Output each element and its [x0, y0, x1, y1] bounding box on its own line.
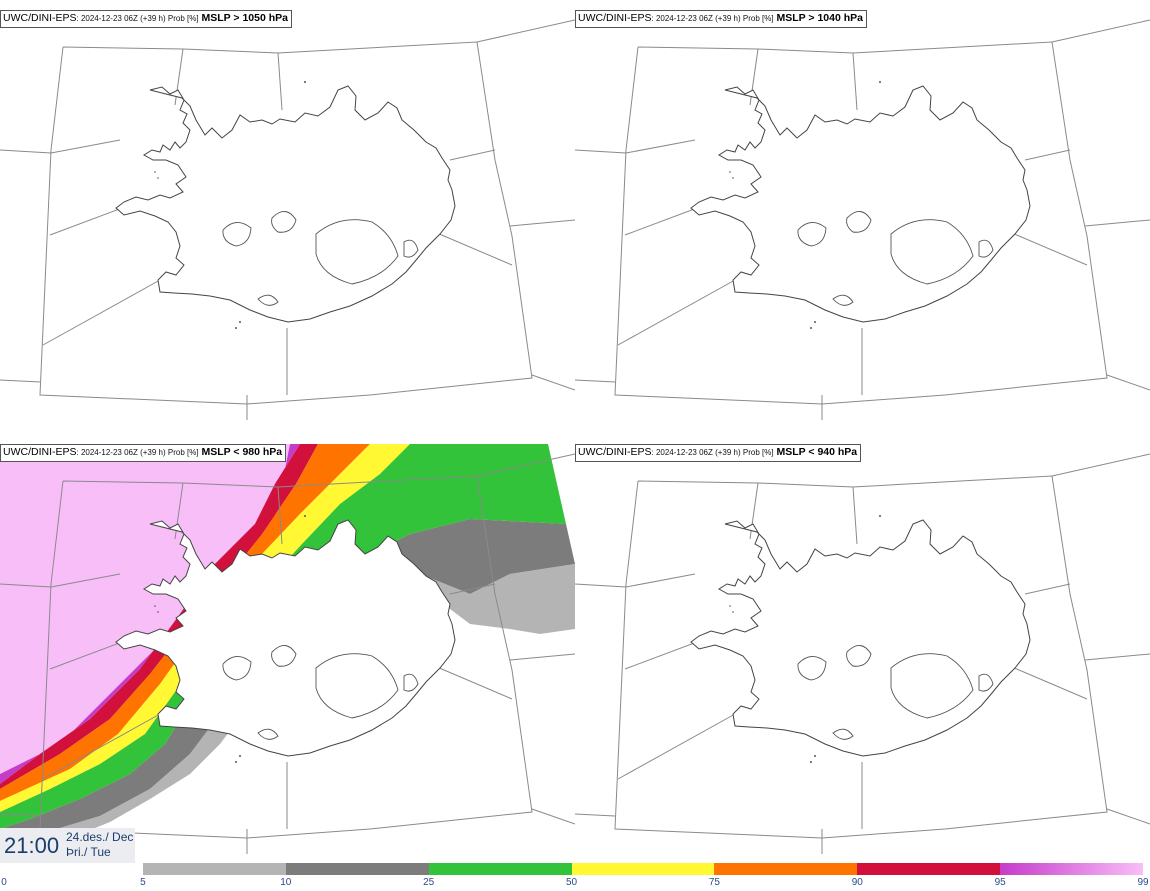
valid-time-box: 21:00 24.des./ Dec Þri./ Tue: [0, 828, 135, 863]
date-line-1: 24.des./ Dec: [66, 830, 134, 844]
date-line-2: Þri./ Tue: [66, 845, 111, 859]
iceland-map: [0, 444, 575, 855]
colorbar-tick-label: 10: [280, 877, 292, 888]
panel-title: UWC/DINI-EPS: 2024-12-23 06Z (+39 h) Pro…: [575, 10, 867, 28]
valid-time-date: 24.des./ Dec Þri./ Tue: [66, 830, 133, 860]
colorbar-segment: [571, 863, 715, 875]
iceland-map: [575, 19, 1150, 421]
panel-title: UWC/DINI-EPS: 2024-12-23 06Z (+39 h) Pro…: [0, 10, 292, 28]
colorbar-segment: [428, 863, 572, 875]
map-panel-mslp-lt-940: UWC/DINI-EPS: 2024-12-23 06Z (+39 h) Pro…: [575, 444, 1150, 876]
iceland-map: [575, 453, 1150, 855]
iceland-map: [0, 19, 575, 421]
colorbar-tick-label: 90: [851, 877, 863, 888]
colorbar-segment: [142, 863, 286, 875]
band-95-99: [0, 444, 290, 774]
probability-colorbar: 0 5 10 25 50 75 90 95 99: [0, 863, 1150, 891]
band-75-90: [0, 444, 318, 789]
valid-time-clock: 21:00: [4, 833, 60, 858]
colorbar-tick-label: 95: [994, 877, 1006, 888]
colorbar-tick-label: 50: [565, 877, 578, 888]
map-panel-mslp-lt-980: UWC/DINI-EPS: 2024-12-23 06Z (+39 h) Pro…: [0, 444, 575, 876]
band-50-75: [0, 444, 370, 801]
band-0-5: [0, 564, 575, 850]
colorbar-segment: [285, 863, 429, 875]
band-10-25: [0, 444, 566, 829]
panel-title: UWC/DINI-EPS: 2024-12-23 06Z (+39 h) Pro…: [575, 444, 862, 462]
colorbar-tick-label: 25: [423, 877, 435, 888]
band-5-10: [0, 519, 575, 840]
colorbar-tick-label: 75: [708, 877, 720, 888]
colorbar-tick-label: 99: [1137, 877, 1149, 888]
colorbar-tick-label: 5: [140, 877, 146, 888]
map-panel-mslp-gt-1040: UWC/DINI-EPS: 2024-12-23 06Z (+39 h) Pro…: [575, 10, 1150, 442]
colorbar-segment: [1000, 863, 1143, 875]
colorbar-tick-label: 0: [1, 877, 7, 888]
colorbar-segment: [857, 863, 1001, 875]
colorbar-segment: [714, 863, 858, 875]
panel-title: UWC/DINI-EPS: 2024-12-23 06Z (+39 h) Pro…: [0, 444, 287, 462]
map-panel-mslp-gt-1050: UWC/DINI-EPS: 2024-12-23 06Z (+39 h) Pro…: [0, 10, 575, 442]
colorbar-segment: [0, 863, 143, 875]
